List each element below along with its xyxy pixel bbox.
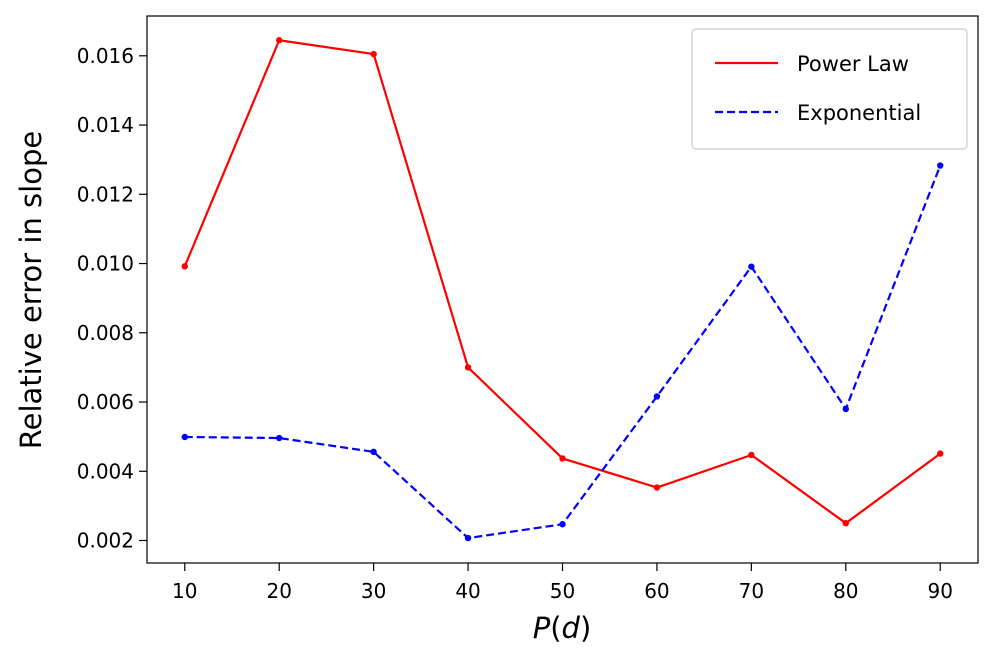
data-point-power-law xyxy=(276,37,283,44)
data-point-exponential xyxy=(937,162,944,169)
x-tick-label: 10 xyxy=(172,579,197,603)
legend: Power Law Exponential xyxy=(691,28,968,150)
x-tick-label: 90 xyxy=(928,579,953,603)
x-axis-title-open: ( xyxy=(550,611,561,645)
y-tick-label: 0.010 xyxy=(77,252,134,276)
x-axis-title-main: P xyxy=(533,611,551,645)
x-tick-label: 40 xyxy=(455,579,480,603)
data-point-exponential xyxy=(276,434,283,442)
y-tick-label: 0.012 xyxy=(77,182,134,206)
y-tick-label: 0.004 xyxy=(77,459,134,483)
x-axis-ticks: 10 20 30 40 50 60 70 80 90 xyxy=(172,563,953,603)
y-axis-title: Relative error in slope xyxy=(14,131,48,449)
x-tick-label: 30 xyxy=(361,579,386,603)
data-point-power-law xyxy=(559,455,566,462)
y-tick-label: 0.016 xyxy=(77,44,134,68)
data-point-power-law xyxy=(748,451,755,459)
data-point-exponential xyxy=(181,433,188,441)
series-layer xyxy=(181,37,944,542)
x-axis-title-close: ) xyxy=(580,611,591,645)
data-point-exponential xyxy=(559,521,566,528)
data-point-exponential xyxy=(464,534,472,542)
data-point-power-law xyxy=(370,50,377,58)
data-point-exponential xyxy=(653,393,661,400)
x-tick-label: 60 xyxy=(644,579,669,603)
y-tick-label: 0.008 xyxy=(77,321,134,345)
data-point-power-law xyxy=(937,450,944,457)
x-tick-label: 50 xyxy=(550,579,575,603)
y-axis-ticks: 0.002 0.004 0.006 0.008 0.010 0.012 0.014 0.016 xyxy=(77,44,147,552)
y-tick-label: 0.006 xyxy=(77,390,134,414)
y-tick-label: 0.014 xyxy=(77,113,134,137)
x-tick-label: 20 xyxy=(266,579,291,603)
x-axis-title: P(d) xyxy=(533,611,592,645)
legend-label-power-law: Power Law xyxy=(797,52,909,76)
data-point-power-law xyxy=(842,519,849,527)
y-tick-label: 0.002 xyxy=(77,528,134,552)
x-axis-title-var: d xyxy=(562,611,581,645)
x-tick-label: 80 xyxy=(833,579,858,603)
data-point-power-law xyxy=(181,263,188,270)
data-point-exponential xyxy=(748,263,755,270)
x-tick-label: 70 xyxy=(739,579,764,603)
legend-box xyxy=(691,28,968,150)
data-point-power-law xyxy=(653,484,661,491)
legend-label-exponential: Exponential xyxy=(797,101,921,125)
data-point-power-law xyxy=(464,364,472,371)
data-point-exponential xyxy=(370,448,377,456)
data-point-exponential xyxy=(842,405,849,413)
